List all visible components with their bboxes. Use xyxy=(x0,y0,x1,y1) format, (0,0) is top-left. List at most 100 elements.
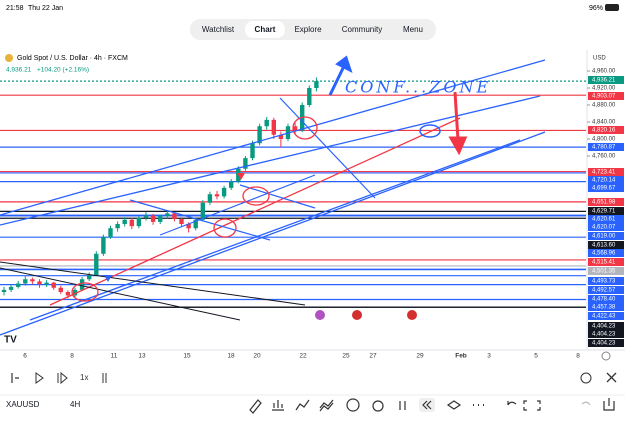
candle-body xyxy=(229,181,234,188)
nav-tab[interactable]: Menu xyxy=(403,25,423,34)
bar-style[interactable] xyxy=(399,401,406,410)
currency: USD xyxy=(593,56,606,62)
price-tick-label: 4,880.00 xyxy=(592,103,616,109)
candle-body xyxy=(129,219,134,227)
compare-tool[interactable] xyxy=(295,399,310,411)
level-label: 4,613.60 xyxy=(592,243,616,249)
level-label-box xyxy=(588,207,624,215)
level-label: 4,404.23 xyxy=(592,332,616,338)
circle-marker xyxy=(71,282,99,302)
play-button[interactable] xyxy=(35,372,44,384)
trend-line xyxy=(0,59,546,216)
replay-settings[interactable] xyxy=(580,372,592,384)
circle-marker xyxy=(419,124,441,138)
candle-body xyxy=(44,282,49,285)
fullscreen[interactable] xyxy=(523,400,541,411)
event-icon xyxy=(352,310,362,320)
settings-icon[interactable] xyxy=(601,351,611,361)
candle-body xyxy=(87,275,92,280)
level-label: 4,720.14 xyxy=(592,178,616,184)
arrow-up xyxy=(328,55,353,96)
circle-marker xyxy=(292,116,318,140)
candle-body xyxy=(1,289,7,292)
price-tick-label: 4,920.00 xyxy=(592,86,616,92)
battery-icon xyxy=(605,4,619,11)
level-label-box xyxy=(588,312,624,320)
jump-button[interactable] xyxy=(11,373,19,383)
level-label: 4,620.07 xyxy=(592,225,616,231)
candle-body xyxy=(257,126,262,144)
level-label-box xyxy=(588,92,624,100)
trend-line xyxy=(29,139,521,321)
price-tick-label: 4,960.00 xyxy=(592,69,616,75)
speed[interactable]: 1x xyxy=(80,373,88,382)
level-label: 4,651.98 xyxy=(592,200,616,206)
circle-marker xyxy=(213,218,237,238)
add-button[interactable] xyxy=(346,398,360,412)
timeframe[interactable]: 4H xyxy=(70,400,80,409)
circle-marker xyxy=(242,186,270,206)
indicator-tool[interactable] xyxy=(272,400,284,411)
level-label: 4,492.57 xyxy=(592,288,616,294)
candle-body xyxy=(158,216,163,222)
level-label-box xyxy=(588,267,624,275)
date-label: 18 xyxy=(227,353,235,360)
candle-body xyxy=(278,134,284,139)
level-label-box xyxy=(588,258,624,266)
candle-body xyxy=(243,158,248,169)
step-button[interactable] xyxy=(57,371,68,385)
candle-body xyxy=(101,236,106,254)
date-label: 8 xyxy=(70,353,74,360)
level-label: 4,404.23 xyxy=(592,341,616,347)
candle-body xyxy=(16,283,21,287)
level-label-box xyxy=(588,176,624,184)
date-label: 3 xyxy=(487,353,491,360)
level-label: 4,936.21 xyxy=(592,78,616,84)
close-button[interactable] xyxy=(606,372,617,383)
nav-tab[interactable]: Chart xyxy=(255,25,276,34)
arrow-down xyxy=(448,91,468,156)
draw-tool[interactable] xyxy=(249,399,262,414)
candle-body xyxy=(207,194,213,203)
alert-button[interactable] xyxy=(372,400,384,412)
replay-icon[interactable] xyxy=(422,400,432,410)
level-label-box xyxy=(588,322,624,330)
nav-tab[interactable]: Watchlist xyxy=(202,25,235,34)
nav-tab[interactable]: Explore xyxy=(294,25,322,34)
chart-type[interactable] xyxy=(319,399,334,412)
level-label-box xyxy=(588,303,624,311)
candle-body xyxy=(23,279,28,284)
candle-body xyxy=(200,202,205,220)
layers[interactable] xyxy=(446,400,462,410)
symbol-icon xyxy=(5,54,13,62)
date-label: 6 xyxy=(23,353,27,360)
redo[interactable] xyxy=(581,401,591,406)
date-label: 8 xyxy=(576,353,580,360)
date-label: Feb xyxy=(455,353,467,360)
candle-body xyxy=(115,224,120,229)
nav-tab[interactable]: Community xyxy=(342,25,382,34)
playback-controls xyxy=(11,371,617,385)
toolbar xyxy=(249,398,615,414)
annotation: CONF...ZONE xyxy=(345,78,491,97)
price-axis: 4,960.00 4,920.00 4,880.00 4,840.00 4,800.00… xyxy=(587,69,624,347)
level-label-box xyxy=(588,198,624,206)
marker xyxy=(104,275,112,282)
header-price: 4,936.21 xyxy=(6,67,32,74)
level-label: 4,501.35 xyxy=(592,269,616,275)
share[interactable] xyxy=(603,398,615,411)
undo[interactable] xyxy=(507,401,517,406)
date-axis: 6 8 11 13 15 18 20 22 25 27 29 Feb 3 5 8 xyxy=(23,353,580,360)
pause-button[interactable] xyxy=(102,373,107,383)
date-label: 11 xyxy=(111,353,118,360)
candle-body xyxy=(186,224,191,229)
trend-line xyxy=(49,117,461,306)
date-label: 15 xyxy=(183,353,191,360)
level-label: 4,515.41 xyxy=(592,260,616,266)
candle-body xyxy=(72,289,78,296)
date-label: 29 xyxy=(416,353,424,360)
candle-body xyxy=(136,217,142,227)
level-label: 4,629.71 xyxy=(592,209,616,215)
ticker[interactable]: XAUUSD xyxy=(6,400,40,409)
candle-body xyxy=(193,219,198,229)
